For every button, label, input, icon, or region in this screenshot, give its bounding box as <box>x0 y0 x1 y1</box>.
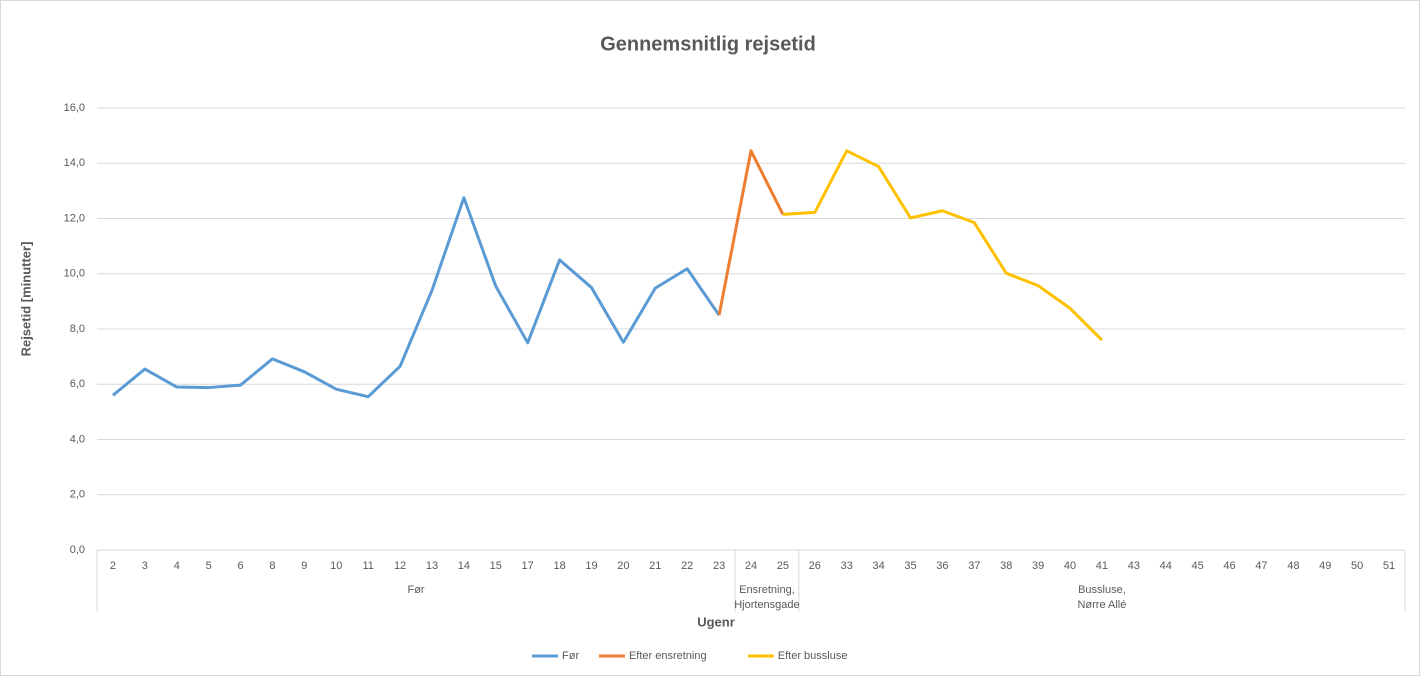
x-tick-label: 8 <box>269 560 275 572</box>
series-line <box>782 149 1103 342</box>
x-tick-label: 20 <box>617 560 629 572</box>
x-tick-label: 38 <box>1000 560 1012 572</box>
x-tick-label: 34 <box>872 560 884 572</box>
y-tick-label: 12,0 <box>64 212 85 224</box>
y-tick-label: 0,0 <box>70 544 85 556</box>
x-tick-label: 3 <box>142 560 148 572</box>
x-tick-label: 14 <box>458 560 470 572</box>
x-tick-label: 40 <box>1064 560 1076 572</box>
x-tick-label: 48 <box>1287 560 1299 572</box>
legend-label: Efter bussluse <box>778 650 848 662</box>
x-tick-label: 9 <box>301 560 307 572</box>
group-label: Før <box>407 584 424 596</box>
x-tick-label: 46 <box>1223 560 1235 572</box>
x-tick-label: 5 <box>206 560 212 572</box>
x-tick-label: 37 <box>968 560 980 572</box>
group-label: Nørre Allé <box>1077 599 1126 611</box>
x-tick-label: 12 <box>394 560 406 572</box>
x-tick-label: 21 <box>649 560 661 572</box>
x-tick-label: 36 <box>936 560 948 572</box>
legend-label: Efter ensretning <box>629 650 707 662</box>
x-tick-label: 41 <box>1096 560 1108 572</box>
x-tick-label: 17 <box>522 560 534 572</box>
series-line <box>111 196 721 399</box>
x-tick-label: 33 <box>841 560 853 572</box>
x-tick-label: 19 <box>585 560 597 572</box>
y-axis-title: Rejsetid [minutter] <box>18 242 33 357</box>
y-tick-label: 16,0 <box>64 102 85 114</box>
x-tick-label: 39 <box>1032 560 1044 572</box>
x-tick-label: 22 <box>681 560 693 572</box>
x-tick-label: 11 <box>362 560 373 572</box>
x-tick-label: 23 <box>713 560 725 572</box>
y-tick-label: 10,0 <box>64 268 85 280</box>
x-tick-label: 10 <box>330 560 342 572</box>
x-tick-label: 50 <box>1351 560 1363 572</box>
series-line <box>717 149 785 316</box>
x-tick-label: 35 <box>904 560 916 572</box>
x-tick-label: 45 <box>1192 560 1204 572</box>
y-tick-label: 2,0 <box>70 489 85 501</box>
x-tick-label: 51 <box>1383 560 1395 572</box>
y-tick-label: 6,0 <box>70 378 85 390</box>
x-tick-label: 4 <box>174 560 180 572</box>
x-tick-label: 15 <box>490 560 502 572</box>
x-tick-label: 44 <box>1160 560 1172 572</box>
y-tick-label: 8,0 <box>70 323 85 335</box>
x-tick-label: 47 <box>1255 560 1267 572</box>
group-label: Bussluse, <box>1078 584 1126 596</box>
x-tick-label: 6 <box>237 560 243 572</box>
group-label: Ensretning, <box>739 584 795 596</box>
x-tick-label: 25 <box>777 560 789 572</box>
x-tick-label: 49 <box>1319 560 1331 572</box>
x-tick-label: 26 <box>809 560 821 572</box>
x-tick-label: 2 <box>110 560 116 572</box>
y-tick-label: 14,0 <box>64 157 85 169</box>
x-tick-label: 24 <box>745 560 757 572</box>
x-tick-label: 18 <box>553 560 565 572</box>
legend-label: Før <box>562 650 579 662</box>
group-label: Hjortensgade <box>734 599 799 611</box>
x-tick-label: 13 <box>426 560 438 572</box>
x-axis-title: Ugenr <box>697 614 735 629</box>
chart-title: Gennemsnitlig rejsetid <box>600 33 816 55</box>
y-tick-label: 4,0 <box>70 433 85 445</box>
x-tick-label: 43 <box>1128 560 1140 572</box>
